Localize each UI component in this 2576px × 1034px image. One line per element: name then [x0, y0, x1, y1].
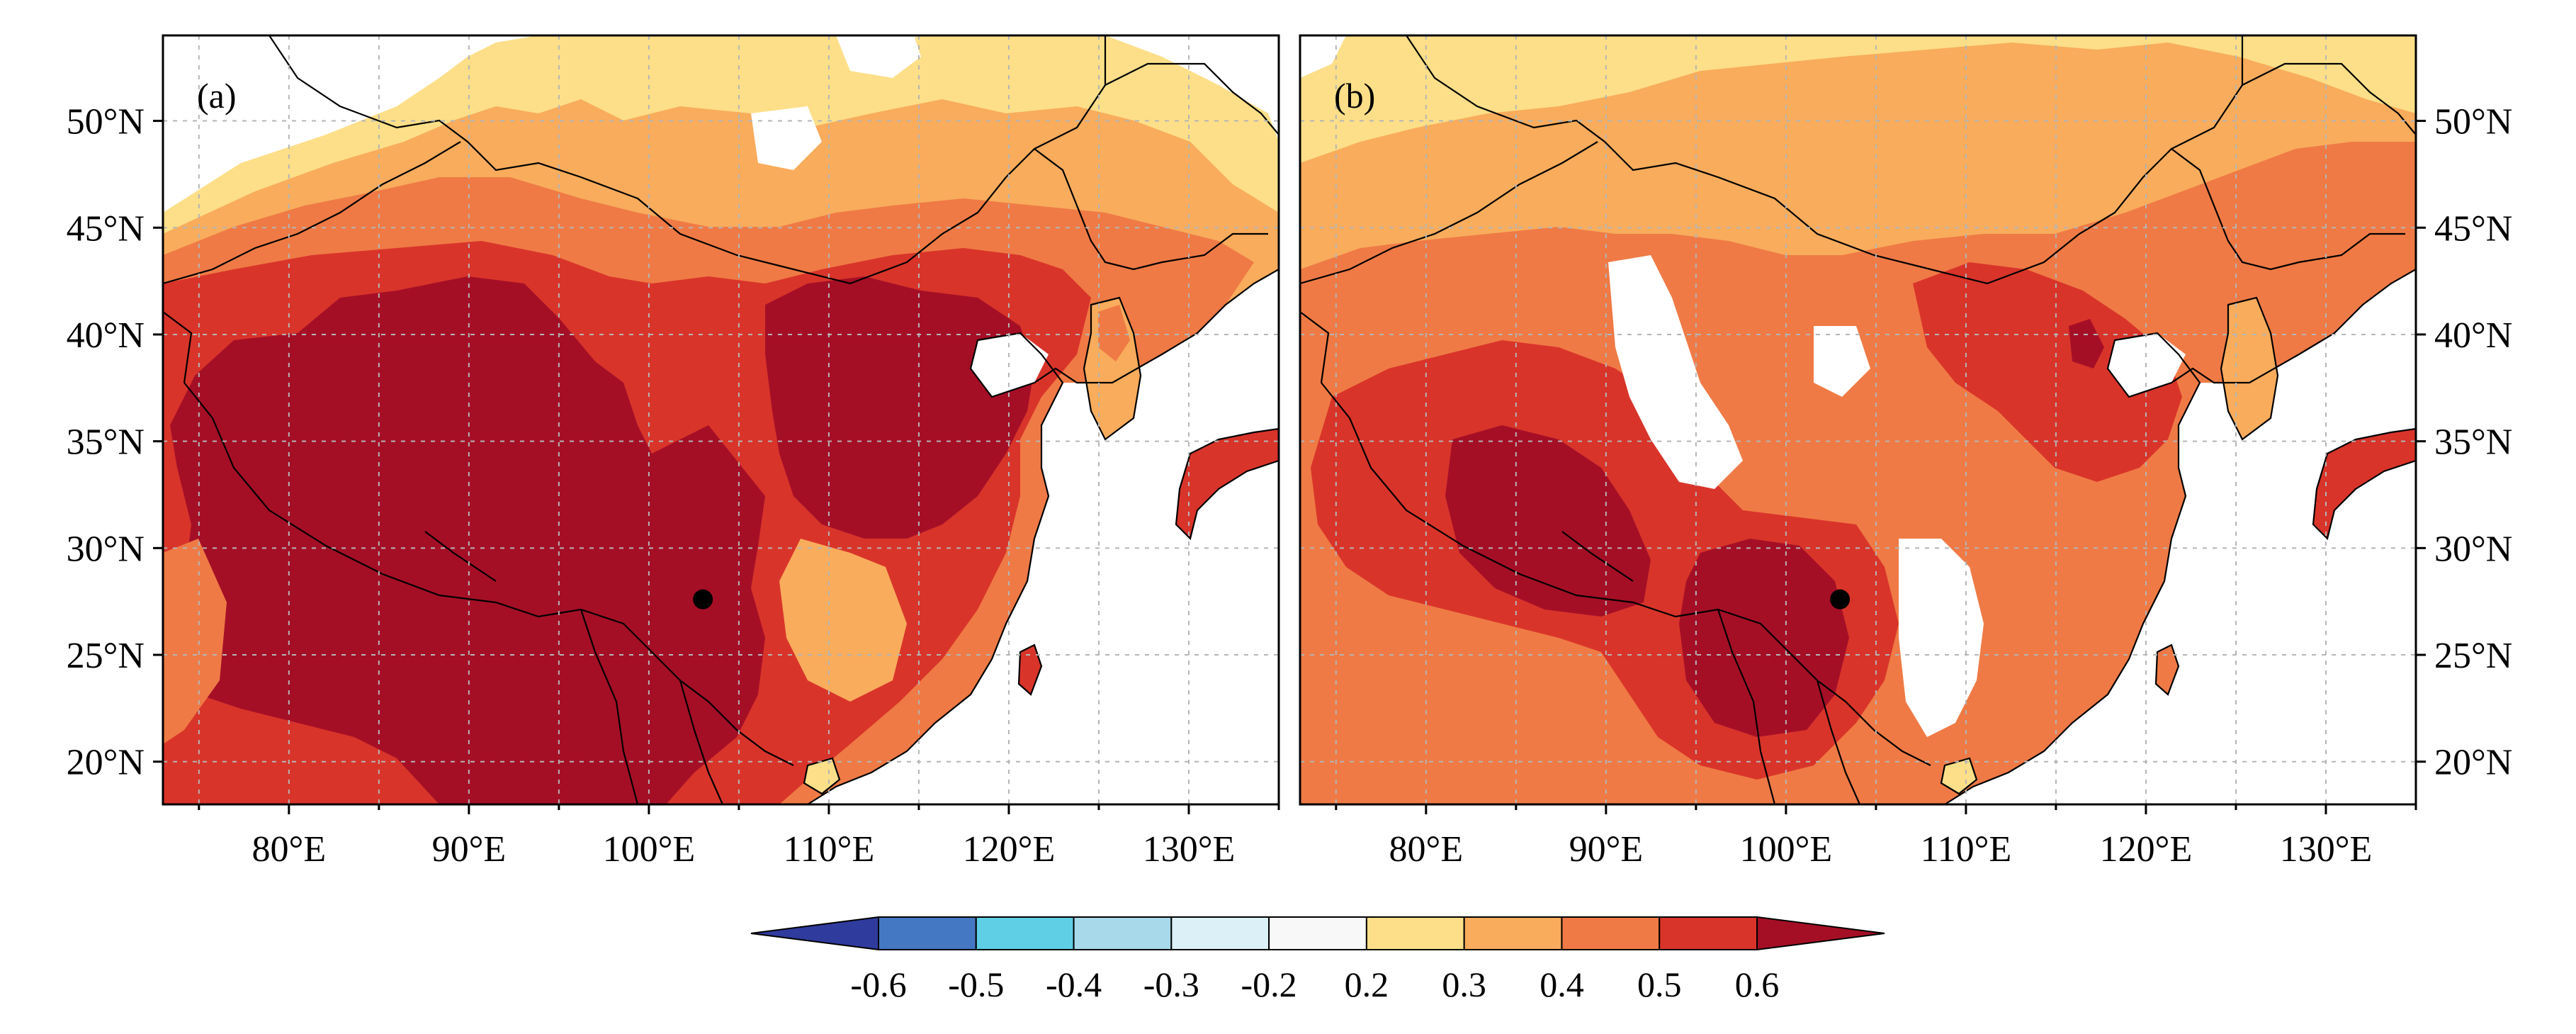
colorbar: -0.6 -0.5 -0.4 -0.3 -0.2 0.2 0.3 0.4 0.5 0.6: [750, 916, 1885, 1004]
lat-tick-label: 50°N: [2434, 102, 2512, 142]
lon-tick-label: 130°E: [1143, 829, 1236, 870]
lon-tick-label: 90°E: [1569, 829, 1644, 870]
lon-tick-label: 80°E: [1389, 829, 1464, 870]
colorbar-max-extension: [1756, 916, 1885, 951]
lat-tick-label: 30°N: [67, 529, 145, 569]
panel-a-label: (a): [197, 76, 237, 116]
lat-tick-label: 40°N: [2434, 315, 2512, 356]
panel-a-correlation-field: [163, 35, 1279, 804]
colorbar-tick-label: -0.3: [1143, 965, 1199, 1004]
lat-tick-label: 25°N: [67, 636, 145, 676]
colorbar-segment: [1463, 916, 1563, 950]
colorbar-segment: [1659, 916, 1758, 950]
colorbar-min-extension: [750, 916, 879, 951]
lon-tick-label: 100°E: [603, 829, 696, 870]
panel-b-label: (b): [1334, 76, 1375, 116]
panel-a-coastline: [803, 269, 1279, 804]
colorbar-tick-label: 0.4: [1540, 965, 1584, 1004]
lat-tick-label: 35°N: [67, 422, 145, 463]
panel-a-lon-ticks: 80°E 90°E 100°E 110°E 120°E 130°E: [198, 804, 1280, 870]
colorbar-tick-label: 0.2: [1345, 965, 1389, 1004]
panel-b-correlation-field: [1300, 35, 2416, 804]
panel-b-gridlines: [1300, 35, 2416, 804]
lon-tick-label: 120°E: [963, 829, 1056, 870]
panel-a-lat-ticks: 50°N 45°N 40°N 35°N 30°N 25°N 20°N: [67, 102, 163, 783]
lat-tick-label: 45°N: [67, 208, 145, 249]
colorbar-segment: [975, 916, 1075, 950]
panel-b-borders: [1300, 35, 2416, 804]
panel-b-lon-ticks: 80°E 90°E 100°E 110°E 120°E 130°E: [1335, 804, 2417, 870]
lat-tick-label: 40°N: [67, 315, 145, 356]
colorbar-segment: [1365, 916, 1465, 950]
panel-b-frame: [1299, 34, 2417, 806]
lat-tick-label: 35°N: [2434, 422, 2512, 463]
lat-tick-label: 30°N: [2434, 529, 2512, 569]
panel-a-borders: [163, 35, 1279, 804]
lat-tick-label: 25°N: [2434, 636, 2512, 676]
colorbar-segment: [1170, 916, 1270, 950]
lat-tick-label: 20°N: [2434, 743, 2512, 783]
colorbar-segment: [878, 916, 977, 950]
colorbar-tick-label: 0.5: [1637, 965, 1682, 1004]
panel-a-frame: [162, 34, 1280, 806]
colorbar-tick-label: 0.6: [1735, 965, 1780, 1004]
colorbar-tick-label: -0.6: [850, 965, 906, 1004]
lat-tick-label: 50°N: [67, 102, 145, 142]
lon-tick-label: 100°E: [1740, 829, 1833, 870]
colorbar-tick-label: -0.4: [1046, 965, 1102, 1004]
lon-tick-label: 130°E: [2280, 829, 2373, 870]
colorbar-segment: [1268, 916, 1367, 950]
colorbar-tick-label: -0.2: [1241, 965, 1297, 1004]
colorbar-tick-label: 0.3: [1442, 965, 1486, 1004]
lon-tick-label: 80°E: [252, 829, 327, 870]
panel-a: (a) 50°N 45°N 40°N 35°N 30°N 25°N 20°N 80°E 90°…: [67, 34, 1280, 870]
lat-tick-label: 45°N: [2434, 208, 2512, 249]
panel-b: (b) 50°N 45°N 40°N 35°N 30°N 25°N 20°N 80°E 90°…: [1299, 34, 2512, 870]
lat-tick-label: 20°N: [67, 743, 145, 783]
panel-b-coastline: [1940, 269, 2416, 804]
lon-tick-label: 110°E: [1921, 829, 2012, 870]
lon-tick-label: 120°E: [2100, 829, 2193, 870]
colorbar-segment: [1073, 916, 1173, 950]
panel-a-site-marker: [693, 589, 713, 609]
panel-a-gridlines: [163, 35, 1279, 804]
colorbar-segment: [1561, 916, 1661, 950]
colorbar-tick-label: -0.5: [948, 965, 1004, 1004]
panel-b-site-marker: [1830, 589, 1851, 609]
lon-tick-label: 110°E: [784, 829, 875, 870]
lon-tick-label: 90°E: [432, 829, 507, 870]
panel-b-lat-ticks: 50°N 45°N 40°N 35°N 30°N 25°N 20°N: [2416, 102, 2512, 783]
